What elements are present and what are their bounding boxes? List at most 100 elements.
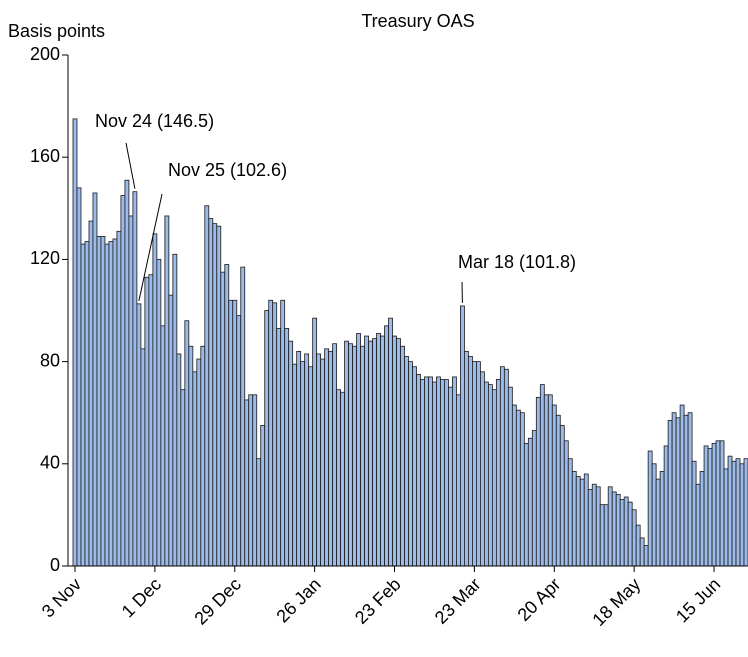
bar: [480, 372, 484, 566]
bar: [712, 443, 716, 566]
bar: [85, 242, 89, 566]
bar: [736, 459, 740, 566]
bar: [656, 479, 660, 566]
bar: [161, 326, 165, 566]
bar: [624, 497, 628, 566]
bar: [81, 244, 85, 566]
bar: [556, 415, 560, 566]
bar: [632, 510, 636, 566]
bar: [177, 354, 181, 566]
bar: [688, 413, 692, 566]
bar: [500, 367, 504, 566]
bar: [612, 492, 616, 566]
bar: [181, 390, 185, 566]
y-tick-label: 40: [40, 453, 60, 473]
bar: [648, 451, 652, 566]
bar: [165, 216, 169, 566]
bar: [265, 311, 269, 567]
bar: [273, 303, 277, 566]
x-tick-label: 15 Jun: [672, 574, 724, 626]
bar: [233, 300, 237, 566]
bar: [213, 224, 217, 566]
bar: [321, 359, 325, 566]
bar: [432, 382, 436, 566]
bar: [281, 300, 285, 566]
bar: [189, 346, 193, 566]
bar: [700, 471, 704, 566]
x-tick-label: 20 Apr: [514, 574, 565, 625]
bar: [229, 300, 233, 566]
annotation: Nov 25 (102.6): [168, 160, 287, 180]
bar: [237, 316, 241, 566]
y-tick-label: 160: [30, 146, 60, 166]
bar: [676, 418, 680, 566]
bar: [444, 379, 448, 566]
bar: [564, 441, 568, 566]
bar: [420, 379, 424, 566]
bar: [620, 500, 624, 566]
bar: [660, 471, 664, 566]
bar: [532, 431, 536, 566]
bar: [105, 244, 109, 566]
bar: [696, 484, 700, 566]
bar: [668, 420, 672, 566]
bar: [333, 344, 337, 566]
bar: [596, 487, 600, 566]
bar: [361, 346, 365, 566]
y-axis-label: Basis points: [8, 21, 105, 41]
bar: [540, 385, 544, 566]
bar: [369, 341, 373, 566]
x-tick-label: 3 Nov: [38, 574, 85, 621]
bar: [353, 346, 357, 566]
bar: [297, 351, 301, 566]
bar: [584, 474, 588, 566]
bar: [520, 413, 524, 566]
bar: [468, 356, 472, 566]
bar: [365, 336, 369, 566]
bar: [157, 259, 161, 566]
bar: [193, 372, 197, 566]
bar: [249, 395, 253, 566]
bar: [416, 374, 420, 566]
annotation: Mar 18 (101.8): [458, 252, 576, 272]
bar: [528, 438, 532, 566]
bar: [476, 362, 480, 566]
bar: [221, 272, 225, 566]
bar: [169, 295, 173, 566]
bar: [357, 333, 361, 566]
x-tick-label: 18 May: [588, 574, 644, 630]
bar: [640, 538, 644, 566]
bar: [516, 410, 520, 566]
bar: [720, 441, 724, 566]
bar: [397, 339, 401, 566]
bar: [185, 321, 189, 566]
chart-title: Treasury OAS: [361, 11, 474, 31]
bar: [424, 377, 428, 566]
bar: [305, 354, 309, 566]
bar: [93, 193, 97, 566]
bar: [205, 206, 209, 566]
bar: [508, 387, 512, 566]
bar: [241, 267, 245, 566]
bar: [652, 464, 656, 566]
bar: [428, 377, 432, 566]
bar: [313, 318, 317, 566]
bar: [409, 362, 413, 566]
bar: [145, 277, 149, 566]
bar: [97, 236, 101, 566]
bar: [616, 494, 620, 566]
bar: [492, 390, 496, 566]
bar: [412, 367, 416, 566]
bar: [464, 351, 468, 566]
bar: [524, 443, 528, 566]
bar: [385, 326, 389, 566]
bar: [680, 405, 684, 566]
bar: [101, 236, 105, 566]
bar: [488, 385, 492, 566]
bar: [77, 188, 81, 566]
bar: [664, 446, 668, 566]
bar: [117, 231, 121, 566]
bar: [548, 395, 552, 566]
bar: [173, 254, 177, 566]
bar: [201, 346, 205, 566]
